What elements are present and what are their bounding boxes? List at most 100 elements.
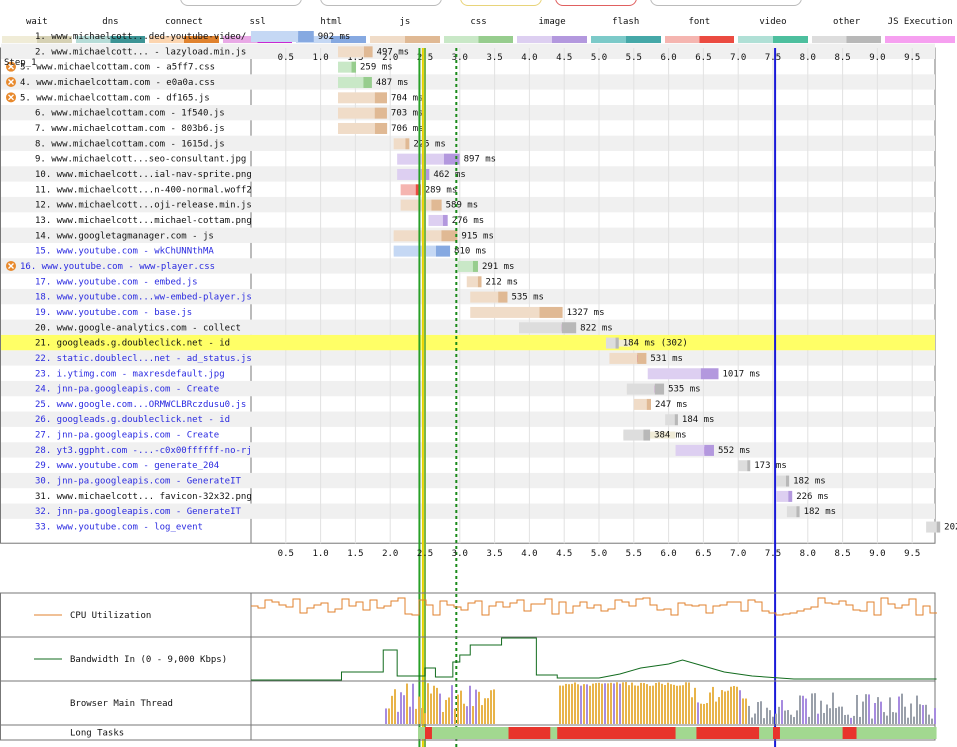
warning-icon-cross bbox=[8, 63, 14, 70]
time-tick-top: 8.0 bbox=[800, 53, 816, 63]
legend-swatch bbox=[443, 36, 514, 43]
main-thread-bar bbox=[724, 691, 726, 724]
request-time: 226 ms bbox=[796, 492, 829, 502]
main-thread-bar bbox=[733, 685, 735, 724]
main-thread-bar bbox=[793, 717, 795, 724]
legend-swatch bbox=[2, 36, 72, 43]
request-bar-ttfb bbox=[675, 444, 705, 456]
bandwidth-line bbox=[251, 637, 937, 681]
time-tick-top: 2.0 bbox=[382, 53, 398, 63]
main-thread-bar bbox=[394, 689, 396, 724]
time-tick-bottom: 8.0 bbox=[800, 549, 816, 559]
time-tick-top: 5.5 bbox=[626, 53, 642, 63]
main-thread-bar bbox=[397, 711, 399, 724]
request-bar-ttfb bbox=[518, 322, 562, 334]
main-thread-bar bbox=[568, 684, 570, 724]
request-label: 8. www.michaelcottam.com - 1615d.js bbox=[35, 139, 225, 149]
main-thread-bar bbox=[604, 683, 606, 724]
time-tick-top: 6.0 bbox=[660, 53, 676, 63]
legend-label: wait bbox=[25, 17, 48, 27]
request-bar-ttfb bbox=[738, 460, 748, 472]
request-time: 184 ms (302) bbox=[623, 339, 688, 349]
main-thread-bar bbox=[868, 694, 870, 724]
main-thread-bar bbox=[748, 705, 750, 724]
long-task-bar bbox=[425, 727, 432, 739]
time-tick-bottom: 6.5 bbox=[695, 549, 711, 559]
main-thread-bar bbox=[889, 697, 891, 724]
request-bar-download bbox=[561, 322, 577, 334]
row-stripe bbox=[1, 503, 935, 519]
main-thread-bar bbox=[811, 693, 813, 724]
request-label: 9. www.michaelcott...seo-consultant.jpg bbox=[35, 155, 246, 165]
row-stripe bbox=[1, 227, 935, 243]
request-bar-ttfb bbox=[338, 61, 352, 73]
legend-label: JS Execution bbox=[887, 17, 953, 27]
main-thread-bar bbox=[391, 695, 393, 724]
request-bar-ttfb bbox=[470, 291, 499, 303]
row-stripe bbox=[1, 104, 935, 121]
time-tick-top: 3.5 bbox=[486, 53, 502, 63]
main-thread-bar bbox=[799, 695, 801, 724]
request-time: 531 ms bbox=[650, 354, 683, 364]
main-thread-bar bbox=[727, 690, 729, 724]
main-thread-bar bbox=[457, 694, 459, 724]
time-tick-top: 6.5 bbox=[695, 53, 711, 63]
request-bar-ttfb bbox=[338, 76, 364, 88]
request-time: 182 ms bbox=[793, 477, 826, 487]
request-bar-ttfb bbox=[776, 475, 786, 487]
main-thread-bar bbox=[571, 683, 573, 724]
request-bar-download bbox=[374, 92, 387, 104]
request-bar-download bbox=[442, 214, 448, 226]
main-thread-bar bbox=[685, 682, 687, 724]
legend-item-image: image bbox=[517, 17, 587, 43]
request-bar-download bbox=[431, 199, 442, 211]
warning-icon-cross bbox=[8, 94, 14, 101]
request-bar-download bbox=[637, 352, 647, 364]
main-thread-bar bbox=[664, 685, 666, 724]
main-thread-bar bbox=[694, 687, 696, 724]
main-thread-bar bbox=[415, 708, 417, 724]
request-label: 10. www.michaelcott...ial-nav-sprite.png bbox=[35, 170, 252, 180]
request-bar-ttfb bbox=[926, 521, 937, 533]
main-thread-bar bbox=[805, 698, 807, 724]
main-thread-bar bbox=[928, 714, 930, 724]
main-thread-bar bbox=[643, 683, 645, 724]
request-bar-ttfb bbox=[786, 506, 797, 518]
request-bar-ttfb bbox=[776, 490, 789, 502]
request-label: 4. www.michaelcottam.com - e0a0a.css bbox=[20, 78, 215, 88]
main-thread-bar bbox=[577, 684, 579, 724]
row-stripe bbox=[1, 43, 935, 59]
request-bar-ttfb bbox=[393, 245, 436, 257]
request-time: 1017 ms bbox=[723, 369, 761, 379]
legend-swatch bbox=[664, 36, 735, 43]
main-thread-bar bbox=[688, 682, 690, 724]
main-thread-bar bbox=[682, 685, 684, 724]
time-tick-bottom: 4.5 bbox=[556, 549, 572, 559]
main-thread-bar bbox=[493, 689, 495, 724]
request-bar-download bbox=[298, 30, 314, 42]
request-label: 21. googleads.g.doubleclick.net - id bbox=[35, 339, 230, 349]
request-bar-ttfb bbox=[457, 260, 473, 272]
time-tick-bottom: 7.0 bbox=[730, 549, 746, 559]
legend-item-connect: connect bbox=[149, 17, 219, 43]
main-thread-bar bbox=[490, 690, 492, 724]
main-thread-bar bbox=[871, 718, 873, 724]
step-label: Step_1 bbox=[4, 58, 37, 68]
request-time: 259 ms bbox=[360, 63, 393, 73]
row-stripe bbox=[1, 196, 935, 213]
request-time: 1327 ms bbox=[567, 308, 605, 318]
main-thread-bar bbox=[613, 683, 615, 724]
legend-swatch bbox=[149, 36, 219, 43]
request-bar-download bbox=[363, 46, 373, 58]
legend-label: video bbox=[759, 17, 787, 27]
main-thread-bar bbox=[745, 698, 747, 724]
main-thread-bar bbox=[451, 685, 453, 724]
legend-item-dns: dns bbox=[75, 17, 146, 43]
legend-label: flash bbox=[612, 17, 640, 27]
request-label: 1. www.michaelcott...ded-youtube-video/ bbox=[35, 32, 246, 42]
main-thread-bar bbox=[880, 701, 882, 724]
request-bar-ttfb bbox=[665, 414, 675, 426]
time-tick-top: 5.0 bbox=[591, 53, 607, 63]
main-thread-bar bbox=[676, 685, 678, 724]
main-thread-bar bbox=[673, 684, 675, 724]
